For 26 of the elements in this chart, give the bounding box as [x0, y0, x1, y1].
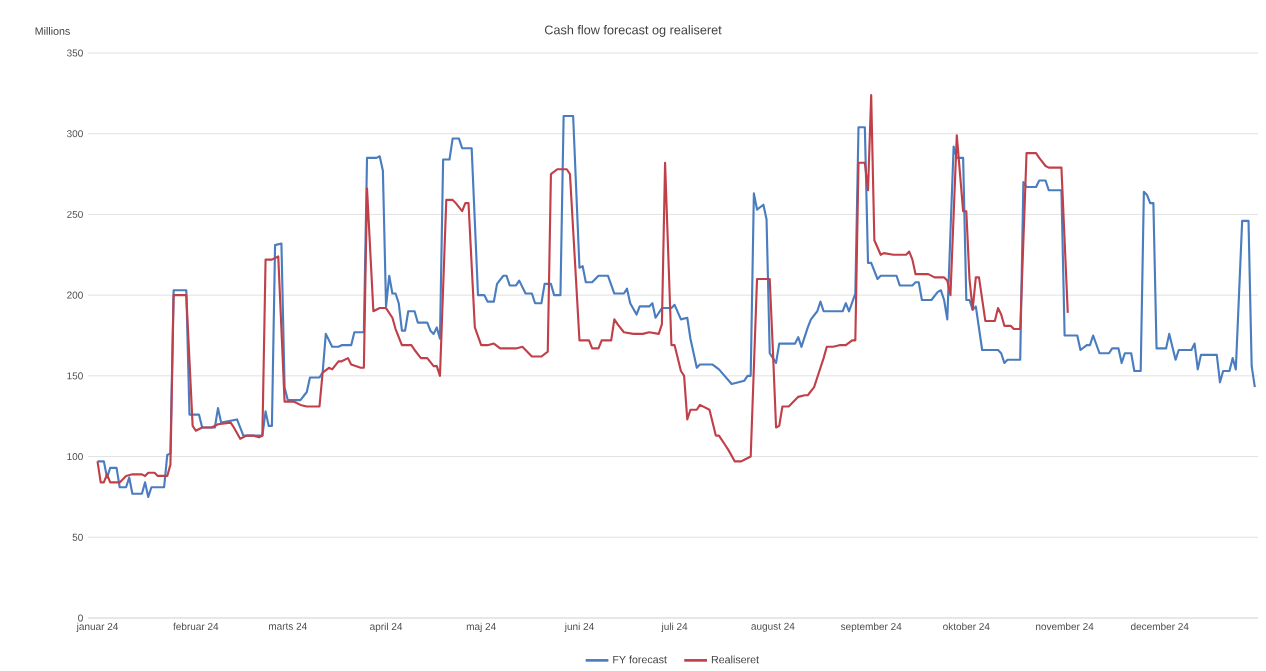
x-tick-label: september 24 [840, 622, 902, 633]
x-tick-label: februar 24 [173, 622, 219, 631]
line-series [96, 114, 1256, 498]
line-series [96, 93, 1069, 484]
y-tick-label: 100 [67, 453, 83, 461]
x-tick-label: juni 24 [564, 622, 594, 633]
y-tick-label: 50 [72, 533, 83, 541]
x-tick-label: december 24 [1130, 622, 1189, 631]
y-tick-label: 350 [66, 49, 83, 57]
x-tick-label: januar 24 [76, 622, 119, 633]
x-tick-label: juli 24 [661, 622, 688, 633]
legend-label: FY forecast [613, 655, 667, 664]
x-tick-label: marts 24 [268, 622, 307, 630]
x-tick-label: august 24 [751, 622, 795, 632]
x-tick-label: november 24 [1036, 622, 1094, 631]
y-tick-label: 300 [66, 130, 83, 138]
chart-title: Cash flow forecast og realiseret [544, 25, 722, 37]
x-tick-label: oktober 24 [943, 622, 990, 631]
y-tick-label: 250 [67, 210, 83, 218]
y-tick-label: 0 [78, 614, 83, 622]
x-tick-label: april 24 [370, 622, 403, 633]
y-tick-label: 200 [67, 291, 83, 299]
y-tick-label: 150 [67, 372, 83, 380]
legend-label: Realiseret [711, 655, 759, 664]
x-tick-label: maj 24 [466, 622, 496, 633]
y-axis-title: Millions [35, 27, 70, 35]
